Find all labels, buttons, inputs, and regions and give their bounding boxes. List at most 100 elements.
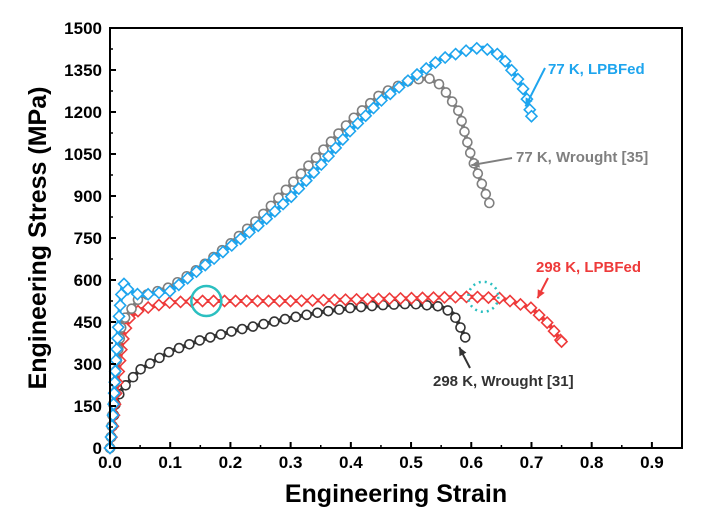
series-marker: [301, 309, 312, 321]
series-marker: [321, 149, 336, 163]
series-marker: [453, 105, 464, 116]
series-marker: [268, 204, 282, 218]
series-marker: [504, 63, 519, 77]
y-tick-label: 750: [74, 229, 102, 248]
series-marker: [424, 73, 435, 84]
series-marker: [511, 72, 525, 86]
series-marker: [226, 326, 237, 337]
series-marker: [279, 313, 291, 325]
series-marker: [314, 157, 328, 172]
series-marker: [459, 126, 470, 137]
series-line: [108, 76, 492, 449]
series-marker: [450, 312, 461, 324]
series-marker: [303, 160, 314, 171]
series-marker: [312, 307, 323, 319]
series-line: [108, 301, 468, 449]
series-marker: [228, 294, 243, 308]
series-marker: [294, 294, 309, 308]
series-marker: [290, 311, 302, 323]
series-marker: [280, 184, 292, 196]
series-marker: [462, 137, 473, 148]
series-marker: [359, 109, 373, 123]
series-marker: [432, 300, 444, 312]
series-marker: [426, 291, 441, 305]
x-tick-label: 0.5: [399, 453, 423, 472]
series-marker: [481, 290, 496, 305]
series-marker: [336, 132, 350, 147]
highlight-layer: [190, 280, 500, 318]
series-marker: [239, 294, 254, 308]
series-marker: [162, 295, 177, 310]
series-marker: [144, 358, 156, 369]
series-marker: [173, 295, 188, 309]
series-marker: [225, 238, 239, 253]
series-marker: [371, 292, 386, 306]
arrow-head: [537, 289, 545, 299]
series-marker: [215, 329, 227, 340]
series-marker: [540, 315, 554, 330]
series-marker: [440, 87, 452, 98]
series-marker: [366, 300, 378, 312]
annotation-arrow: [471, 157, 513, 168]
x-tick-label: 0.4: [339, 453, 363, 472]
series-marker: [152, 298, 166, 312]
series-marker: [421, 299, 433, 311]
series-marker: [459, 44, 473, 58]
series-marker: [204, 332, 216, 343]
y-tick-label: 450: [74, 313, 102, 332]
series-marker: [173, 342, 185, 354]
series-marker: [269, 316, 280, 327]
series-marker: [154, 352, 165, 364]
series-marker: [276, 197, 290, 211]
series-marker: [351, 116, 365, 131]
arrow-head: [459, 347, 467, 357]
series-marker: [456, 115, 467, 127]
series-marker: [393, 291, 408, 306]
series-marker: [442, 305, 454, 316]
series-298-k-wrought-31: [104, 298, 471, 454]
series-marker: [322, 305, 334, 317]
series-marker: [327, 293, 342, 307]
series-marker: [110, 342, 124, 356]
series-marker: [329, 141, 343, 155]
annotation-arrow: [536, 277, 549, 299]
series-marker: [374, 93, 389, 108]
y-tick-label: 1050: [64, 145, 102, 164]
series-label: 298 K, LPBFed: [536, 259, 641, 276]
series-marker: [464, 147, 476, 159]
series-marker: [189, 265, 204, 279]
series-marker: [195, 294, 210, 308]
y-tick-label: 0: [93, 439, 102, 458]
x-tick-label: 0.3: [279, 453, 303, 472]
series-marker: [152, 286, 166, 300]
series-marker: [310, 152, 322, 163]
series-marker: [333, 304, 345, 315]
series-marker: [343, 124, 357, 138]
series-marker: [476, 178, 488, 190]
series-marker: [127, 371, 139, 383]
series-marker: [233, 232, 248, 246]
series-marker: [305, 293, 320, 308]
series-marker: [307, 165, 321, 180]
series-label: 77 K, LPBFed: [548, 61, 645, 78]
series-marker: [524, 109, 539, 123]
annotation-arrow: [458, 346, 471, 369]
x-tick-label: 0.6: [459, 453, 483, 472]
x-tick-label: 0.1: [158, 453, 182, 472]
series-marker: [259, 211, 274, 226]
series-marker: [459, 332, 471, 343]
series-marker: [163, 346, 175, 358]
x-tick-label: 0.2: [219, 453, 243, 472]
x-tick-label: 0.0: [98, 453, 122, 472]
y-axis-title: Engineering Stress (MPa): [24, 87, 52, 390]
series-marker: [438, 50, 452, 65]
series-marker: [490, 47, 504, 61]
series-marker: [126, 303, 137, 314]
series-marker: [135, 363, 146, 375]
y-tick-label: 1200: [64, 103, 102, 122]
series-marker: [547, 324, 561, 338]
series-marker: [109, 353, 123, 367]
series-marker: [250, 294, 265, 308]
x-axis-title: Engineering Strain: [285, 480, 507, 508]
